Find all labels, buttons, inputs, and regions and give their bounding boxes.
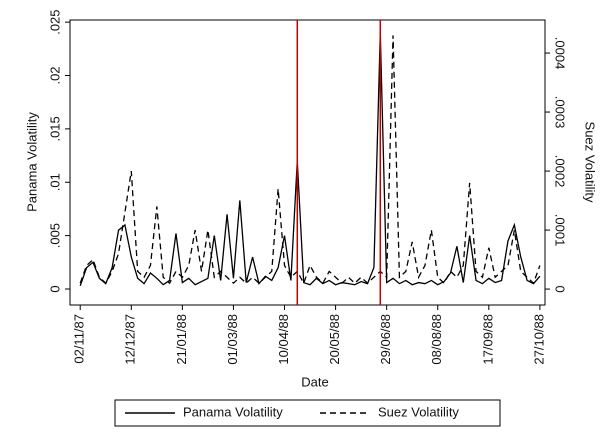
legend-box <box>114 399 501 427</box>
x-tick-label: 02/11/87 <box>72 314 87 364</box>
x-tick-label: 17/09/88 <box>480 314 495 365</box>
y2-tick-label: 0 <box>553 285 568 292</box>
y2-tick-label: .0003 <box>553 96 568 129</box>
x-tick-label: 12/12/87 <box>123 314 138 365</box>
plot-frame <box>69 19 546 306</box>
y-tick-label: .005 <box>47 223 62 248</box>
legend-label: Panama Volatility <box>183 404 283 419</box>
x-tick-label: 01/03/88 <box>225 314 240 365</box>
y-tick-label: .025 <box>47 9 62 34</box>
x-tick-label: 29/06/88 <box>378 314 393 365</box>
y2-tick-label: .0001 <box>553 214 568 247</box>
series-line <box>79 35 541 285</box>
series-line <box>79 32 541 287</box>
y-tick-label: .01 <box>47 173 62 191</box>
y2-axis-title: Suez Volatility <box>583 122 598 203</box>
x-axis-title: Date <box>301 374 328 389</box>
y2-tick-label: .0002 <box>553 155 568 188</box>
x-tick-label: 21/01/88 <box>174 314 189 365</box>
y-tick-label: 0 <box>47 285 62 292</box>
x-tick-label: 08/08/88 <box>429 314 444 365</box>
x-tick-label: 27/10/88 <box>531 314 546 365</box>
y-axis-title: Panama Volatility <box>24 112 39 212</box>
y-tick-label: .02 <box>47 66 62 84</box>
y2-tick-label: .0004 <box>553 37 568 70</box>
y-tick-label: .015 <box>47 116 62 141</box>
legend-label: Suez Volatility <box>378 404 459 419</box>
x-tick-label: 20/05/88 <box>327 314 342 365</box>
x-tick-label: 10/04/88 <box>276 314 291 365</box>
